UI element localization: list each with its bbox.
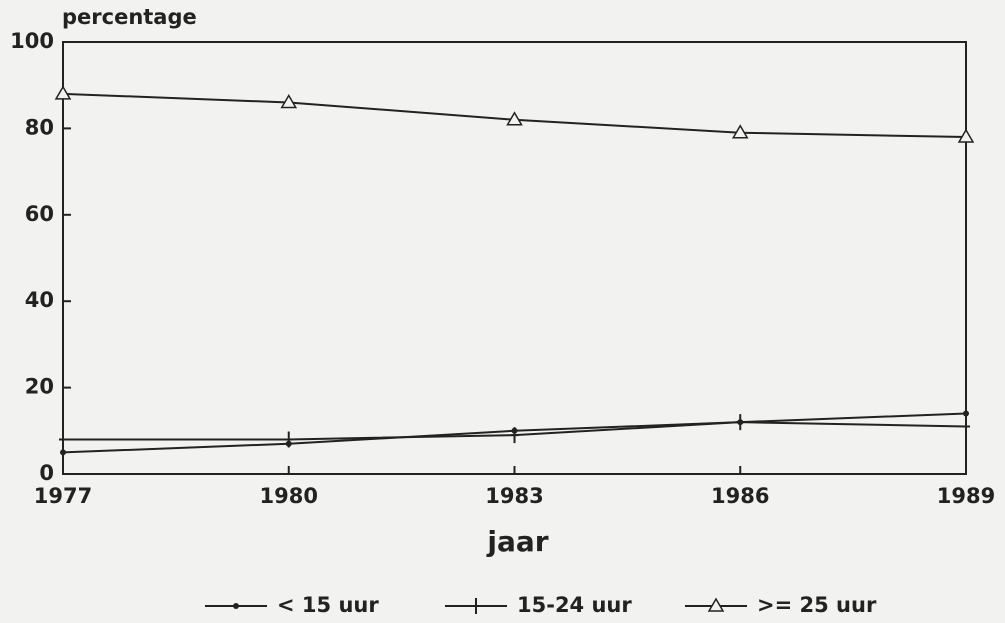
y-tick-label: 0: [39, 461, 54, 485]
plot-frame: [62, 41, 967, 475]
y-tick-label: 100: [10, 29, 54, 53]
point: [707, 597, 725, 612]
point: [506, 111, 523, 126]
point: [472, 598, 480, 614]
point: [731, 124, 749, 139]
y-tick-label: 80: [25, 115, 54, 139]
point: [54, 85, 72, 100]
x-tick-label: 1986: [711, 484, 769, 508]
x-tick-label: 1977: [34, 484, 92, 508]
point: [280, 93, 298, 109]
point: [510, 427, 519, 444]
point: [60, 449, 66, 456]
y-tick-label: 20: [25, 375, 54, 399]
point: [963, 410, 969, 417]
y-tick-label: 60: [25, 202, 54, 226]
point: [59, 431, 67, 448]
x-tick-label: 1983: [485, 484, 543, 508]
point: [962, 418, 970, 435]
x-tick-label: 1980: [260, 484, 318, 508]
y-tick-label: 40: [25, 288, 54, 312]
y-axis-label: percentage: [62, 5, 197, 29]
point: [233, 603, 239, 609]
point: [736, 414, 745, 431]
point: [284, 431, 293, 448]
legend-label: >= 25 uur: [757, 593, 877, 617]
x-axis-label: jaar: [486, 525, 548, 558]
point: [957, 128, 975, 143]
legend-label: < 15 uur: [277, 593, 379, 617]
x-tick-label: 1989: [937, 484, 995, 508]
legend-label: 15-24 uur: [517, 593, 632, 617]
